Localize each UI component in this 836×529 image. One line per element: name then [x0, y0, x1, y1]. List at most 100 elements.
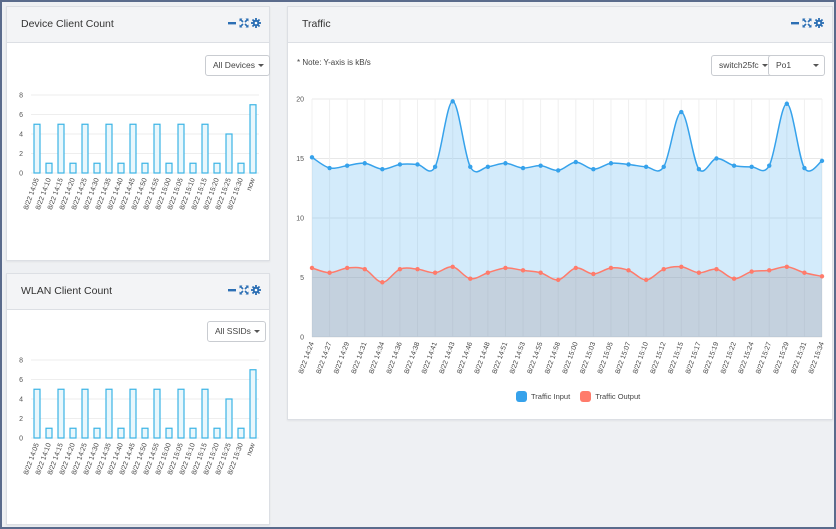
bar [225, 398, 233, 439]
y-tick-label: 4 [19, 397, 23, 404]
bar [45, 427, 53, 439]
bar [93, 162, 101, 174]
data-point [450, 99, 455, 104]
bar [129, 123, 137, 174]
data-point [626, 162, 631, 167]
data-point [767, 163, 772, 168]
chevron-down-icon [253, 330, 260, 333]
expand-icon[interactable] [239, 18, 249, 28]
port-filter-dropdown[interactable]: Po1 [768, 55, 825, 76]
data-point [591, 271, 596, 277]
bar [213, 162, 221, 174]
bar [105, 388, 113, 439]
x-tick-label: 8/22 14:48 [474, 341, 492, 375]
device-filter-dropdown[interactable]: All Devices [205, 55, 271, 76]
ssid-filter-dropdown[interactable]: All SSIDs [207, 321, 266, 342]
data-point [749, 269, 754, 274]
x-tick-label: 8/22 14:46 [456, 341, 474, 375]
data-point [468, 276, 473, 281]
bar [165, 427, 173, 439]
data-point [538, 163, 543, 168]
legend-label-output: Traffic Output [595, 392, 641, 401]
legend-swatch-output [580, 391, 592, 402]
bar [81, 123, 89, 174]
legend-label-input: Traffic Input [531, 392, 571, 401]
x-tick-label: 8/22 14:29 [333, 341, 351, 375]
bar [117, 162, 125, 174]
chevron-down-icon [761, 64, 768, 67]
x-tick-label: 8/22 15:27 [755, 341, 773, 375]
data-point [520, 268, 526, 273]
bar [69, 427, 77, 439]
x-tick-label: 8/22 15:22 [720, 341, 738, 375]
data-point [767, 268, 772, 273]
data-point [380, 280, 385, 285]
bar [33, 388, 41, 439]
bar [189, 427, 197, 439]
panel-header: Traffic [288, 7, 832, 43]
bar [237, 162, 245, 174]
data-point [784, 264, 790, 269]
gear-icon[interactable] [251, 285, 261, 295]
y-tick-label: 20 [296, 97, 304, 104]
panel-header: Device Client Count [7, 7, 269, 43]
bar [165, 162, 173, 174]
data-point [397, 266, 403, 272]
data-point [362, 266, 367, 272]
data-point [802, 165, 807, 171]
series-area [312, 101, 822, 337]
chevron-down-icon [813, 64, 819, 67]
legend-item-output[interactable]: Traffic Output [580, 391, 640, 402]
minimize-icon[interactable] [790, 18, 800, 28]
series-area [312, 266, 822, 337]
x-tick-label: 8/22 14:31 [351, 341, 369, 375]
expand-icon[interactable] [802, 18, 812, 28]
bar [129, 388, 137, 439]
y-tick-label: 2 [19, 151, 23, 158]
data-point [503, 265, 508, 271]
bar [141, 162, 149, 174]
data-point [749, 164, 754, 170]
bar [189, 162, 197, 174]
switch-filter-value: switch25fc [719, 60, 759, 70]
x-tick-label: 8/22 15:10 [632, 341, 650, 375]
data-point [784, 101, 790, 106]
bar [57, 123, 65, 174]
data-point [327, 270, 332, 275]
gear-icon[interactable] [251, 18, 261, 28]
legend-item-input[interactable]: Traffic Input [516, 391, 570, 402]
wlan-client-count-panel: WLAN Client Count All SSIDs 0 2 4 6 8 8/22 14… [6, 273, 270, 525]
bar [33, 123, 41, 174]
data-point [819, 274, 825, 279]
bar [237, 427, 245, 439]
x-tick-label: 8/22 15:29 [773, 341, 791, 375]
bar [153, 388, 161, 439]
data-point [731, 163, 737, 168]
minimize-icon[interactable] [227, 18, 237, 28]
data-point [520, 165, 526, 171]
data-point [468, 164, 473, 170]
data-point [485, 270, 491, 275]
x-tick-label: 8/22 15:00 [562, 341, 580, 375]
y-tick-label: 4 [19, 132, 23, 139]
x-tick-label: 8/22 15:07 [615, 341, 633, 375]
gear-icon[interactable] [814, 18, 824, 28]
data-point [696, 167, 702, 172]
switch-filter-dropdown[interactable]: switch25fc [711, 55, 774, 76]
y-tick-label: 8 [19, 358, 23, 365]
data-point [643, 277, 649, 283]
data-point [309, 155, 315, 160]
bar [69, 162, 77, 174]
chart-legend: Traffic Input Traffic Output [516, 391, 640, 402]
x-tick-label: 8/22 15:15 [667, 341, 685, 375]
data-point [608, 265, 614, 271]
data-point [731, 276, 737, 281]
panel-tools [790, 18, 824, 28]
data-point [608, 161, 614, 166]
x-tick-label: 8/22 15:12 [650, 341, 668, 375]
bar [81, 388, 89, 439]
panel-title: Device Client Count [21, 18, 114, 30]
data-point [344, 265, 350, 271]
minimize-icon[interactable] [227, 285, 237, 295]
expand-icon[interactable] [239, 285, 249, 295]
